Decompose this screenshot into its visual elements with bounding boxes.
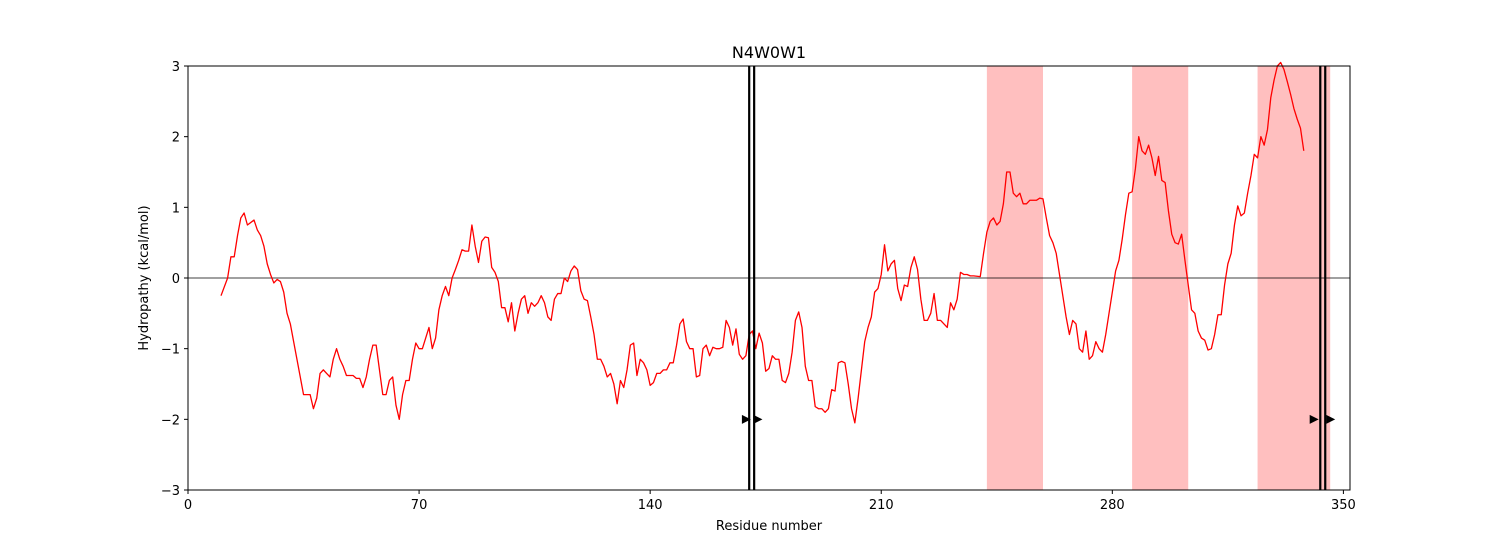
arrow-marker-3 (1309, 414, 1319, 424)
y-axis-ticks: −3 −2 −1 0 1 2 3 (161, 60, 188, 499)
x-tick-label: 210 (869, 498, 894, 513)
y-tick-label: −3 (161, 484, 180, 499)
y-tick-label: 0 (172, 272, 180, 287)
arrow-marker-2 (753, 414, 763, 424)
chart-title: N4W0W1 (732, 43, 806, 62)
y-tick-label: 2 (172, 131, 180, 146)
y-tick-label: 1 (172, 201, 180, 216)
series-layer (220, 61, 1305, 424)
x-tick-label: 0 (184, 498, 192, 513)
y-tick-label: −2 (161, 413, 180, 428)
x-tick-label: 280 (1100, 498, 1125, 513)
arrow-marker-1 (741, 414, 751, 424)
y-axis-label: Hydropathy (kcal/mol) (137, 205, 152, 350)
x-axis-label: Residue number (716, 519, 823, 534)
x-tick-label: 140 (638, 498, 663, 513)
x-axis-ticks: 0 70 140 210 280 350 (184, 490, 1356, 513)
arrow-markers (741, 414, 1336, 424)
arrow-marker-4 (1326, 414, 1336, 424)
y-tick-label: 3 (172, 60, 180, 75)
x-tick-label: 70 (411, 498, 428, 513)
y-tick-label: −1 (161, 343, 180, 358)
hydropathy-series-line (220, 61, 1305, 424)
x-tick-label: 350 (1331, 498, 1356, 513)
